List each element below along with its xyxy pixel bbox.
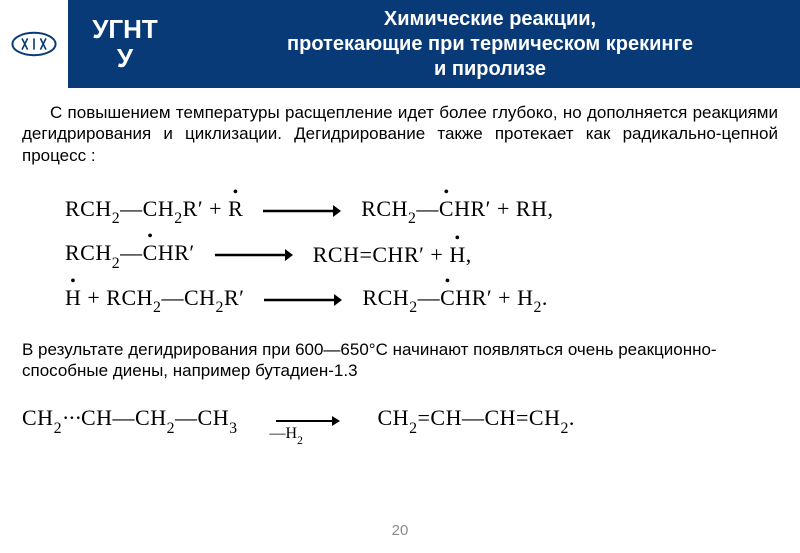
reaction-1-lhs: RCH2—CH2R′ + R <box>65 196 243 226</box>
page-number: 20 <box>0 522 800 539</box>
reaction-list: RCH2—CH2R′ + R RCH2—CHR′ + RH, RCH2—CHR′… <box>65 196 760 315</box>
butadiene-rhs: CH2=CH—CH=CH2. <box>378 405 575 435</box>
university-abbrev-text: УГНТ У <box>92 15 158 72</box>
reaction-3: H + RCH2—CH2R′ RCH2—CHR′ + H2. <box>65 285 760 315</box>
reaction-2-lhs: RCH2—CHR′ <box>65 240 195 270</box>
reaction-2: RCH2—CHR′ RCH=CHR′ + H, <box>65 240 760 270</box>
slide-header: УГНТ У Химические реакции, протекающие п… <box>0 0 800 88</box>
reaction-2-rhs: RCH=CHR′ + H, <box>313 242 472 268</box>
reaction-3-rhs: RCH2—CHR′ + H2. <box>362 285 547 315</box>
slide-title: Химические реакции, протекающие при терм… <box>180 0 800 88</box>
arrow-label: —H2 <box>270 425 303 445</box>
arrow-icon <box>263 203 341 219</box>
butadiene-lhs: CH2···CH—CH2—CH3 <box>22 405 238 435</box>
arrow-icon <box>264 292 342 308</box>
university-abbrev: УГНТ У <box>70 0 180 88</box>
arrow-icon <box>215 247 293 263</box>
slide-content: С повышением температуры расщепление иде… <box>0 88 800 166</box>
result-paragraph: В результате дегидрирования при 600—650°… <box>0 333 800 382</box>
slide-title-text: Химические реакции, протекающие при терм… <box>287 7 693 82</box>
logo-icon <box>10 30 58 58</box>
intro-paragraph: С повышением температуры расщепление иде… <box>22 102 778 166</box>
university-logo <box>0 0 70 88</box>
butadiene-reaction: CH2···CH—CH2—CH3 —H2 CH2=CH—CH=CH2. <box>22 405 778 435</box>
reaction-1-rhs: RCH2—CHR′ + RH, <box>361 196 553 226</box>
reaction-3-lhs: H + RCH2—CH2R′ <box>65 285 244 315</box>
arrow-with-label: —H2 <box>262 413 354 429</box>
reaction-1: RCH2—CH2R′ + R RCH2—CHR′ + RH, <box>65 196 760 226</box>
